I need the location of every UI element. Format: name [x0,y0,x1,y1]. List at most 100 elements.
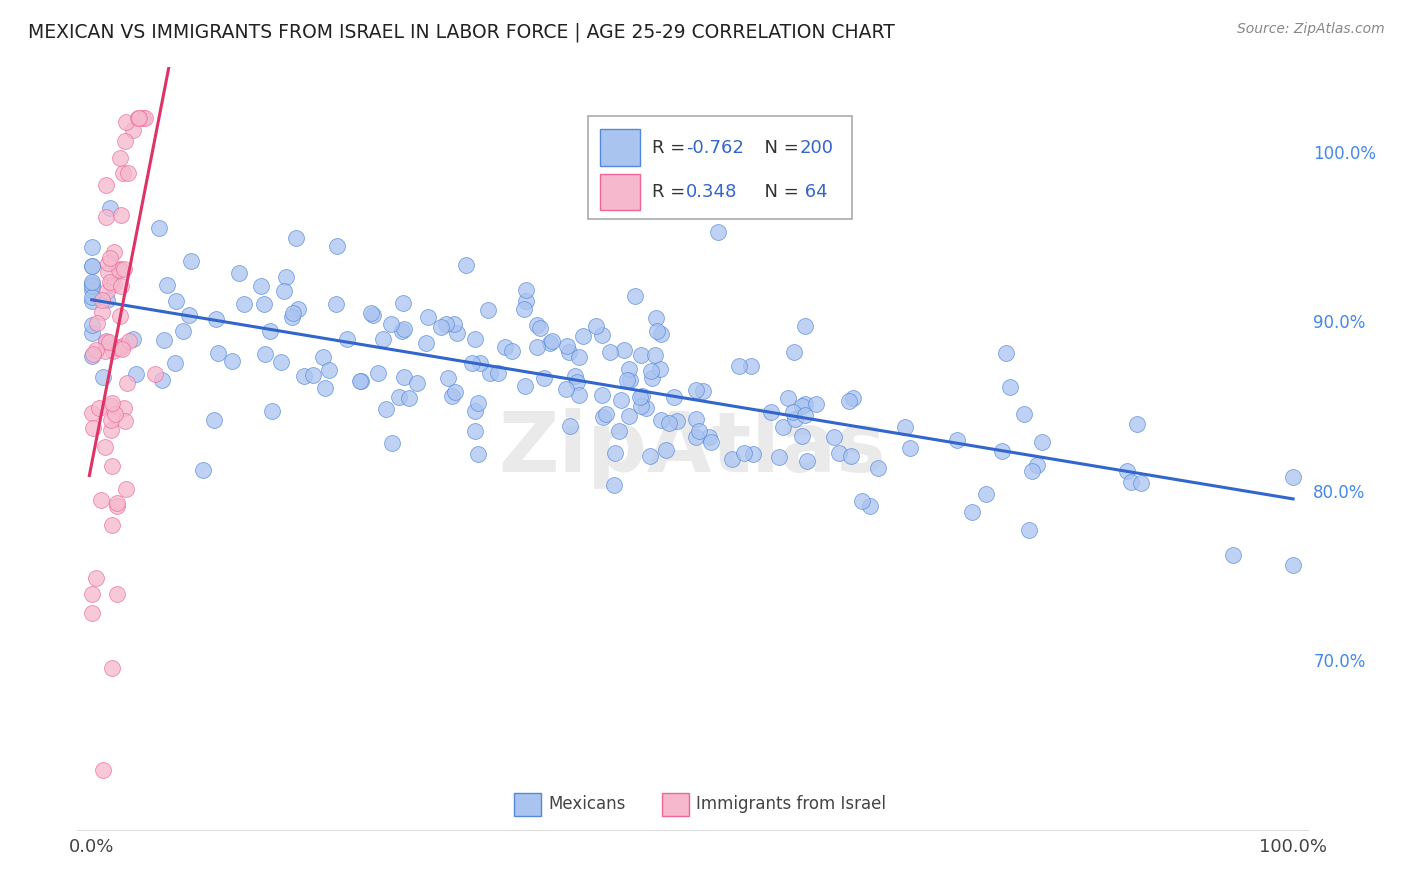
Point [685,412,707,426]
Bar [588,117,852,219]
Point [121,122,143,136]
Point [416,310,439,325]
Point [772,420,794,434]
Point [761,405,783,419]
Point [700,434,723,449]
Point [467,396,489,410]
Point [392,322,415,336]
Point [104,407,127,421]
Point [796,453,818,467]
Text: N =: N = [752,183,804,201]
Point [207,346,229,360]
Point [526,318,548,332]
Bar [600,174,640,211]
Point [1282,558,1305,573]
Point [591,388,613,402]
Point [132,111,155,125]
Point [640,364,662,378]
Point [96,284,118,298]
Point [350,374,373,388]
Point [100,277,122,292]
Point [360,306,382,320]
Point [641,371,664,385]
Point [568,350,591,364]
Point [783,345,806,359]
Point [645,324,668,338]
Point [118,334,141,349]
Point [112,261,135,276]
Point [565,375,588,389]
Point [792,399,814,413]
Point [1129,475,1152,490]
Text: N =: N = [752,139,804,157]
Point [623,289,645,303]
Point [336,333,359,347]
Point [101,396,124,410]
Point [312,350,335,364]
Point [262,404,284,418]
Point [434,317,457,331]
Point [894,420,917,434]
Point [127,111,149,125]
Point [650,413,672,427]
Point [443,317,465,331]
Point [380,317,402,331]
Point [776,392,799,406]
Point [533,370,555,384]
Point [101,459,124,474]
Point [259,324,281,338]
Point [90,293,112,308]
Point [367,366,389,380]
Point [619,409,641,424]
Point [165,293,187,308]
Point [90,304,112,318]
Point [707,225,730,239]
Point [444,384,467,399]
Point [619,373,641,387]
Point [273,284,295,298]
Point [284,231,307,245]
Point [440,389,463,403]
Point [794,408,817,422]
Point [115,482,138,496]
Point [1021,464,1043,478]
Point [100,661,122,675]
Point [692,384,714,398]
Point [143,367,166,381]
Point [610,393,633,408]
Point [599,344,621,359]
Point [842,391,865,405]
Point [1026,458,1049,472]
Point [529,321,551,335]
Point [98,252,121,266]
Point [380,436,402,450]
Point [80,259,103,273]
Point [995,346,1018,360]
Text: Source: ZipAtlas.com: Source: ZipAtlas.com [1237,22,1385,37]
Point [292,369,315,384]
Point [86,316,108,330]
Point [270,354,292,368]
Point [232,296,254,310]
Point [117,166,139,180]
Point [1282,469,1305,483]
Point [221,354,243,368]
Point [1126,417,1149,431]
Point [84,571,107,585]
Point [80,239,103,253]
Point [94,343,117,358]
Point [394,370,416,384]
Point [111,339,134,353]
Point [371,332,394,346]
Point [541,334,564,348]
Point [454,258,477,272]
Point [80,406,103,420]
Point [494,340,516,354]
Point [664,390,686,404]
Point [628,390,651,404]
Point [898,442,921,456]
Point [84,343,107,358]
Point [100,399,122,413]
Point [114,414,136,428]
Point [97,265,120,279]
